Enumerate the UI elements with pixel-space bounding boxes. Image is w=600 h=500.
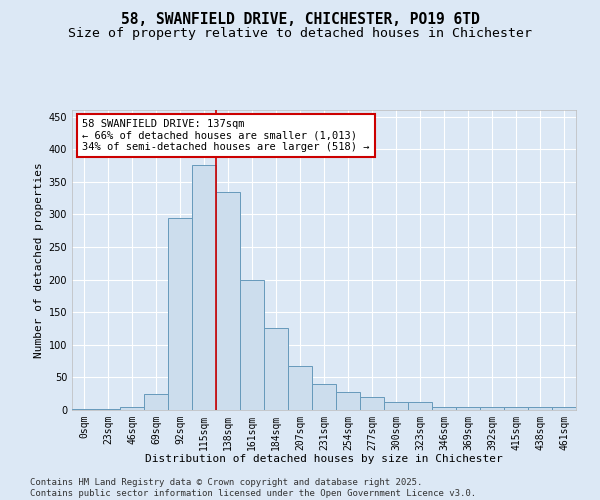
Bar	[288, 366, 312, 410]
Bar	[504, 406, 528, 410]
Text: 58, SWANFIELD DRIVE, CHICHESTER, PO19 6TD: 58, SWANFIELD DRIVE, CHICHESTER, PO19 6T…	[121, 12, 479, 28]
Bar	[384, 402, 408, 410]
Bar	[216, 192, 240, 410]
Text: Size of property relative to detached houses in Chichester: Size of property relative to detached ho…	[68, 28, 532, 40]
X-axis label: Distribution of detached houses by size in Chichester: Distribution of detached houses by size …	[145, 454, 503, 464]
Bar	[408, 402, 432, 410]
Bar	[360, 397, 384, 410]
Bar	[96, 408, 120, 410]
Bar	[264, 328, 288, 410]
Bar	[336, 392, 360, 410]
Y-axis label: Number of detached properties: Number of detached properties	[34, 162, 44, 358]
Bar	[72, 408, 96, 410]
Bar	[120, 406, 144, 410]
Text: 58 SWANFIELD DRIVE: 137sqm
← 66% of detached houses are smaller (1,013)
34% of s: 58 SWANFIELD DRIVE: 137sqm ← 66% of deta…	[82, 119, 370, 152]
Bar	[312, 384, 336, 410]
Bar	[192, 166, 216, 410]
Bar	[432, 406, 456, 410]
Bar	[168, 218, 192, 410]
Bar	[528, 406, 552, 410]
Bar	[240, 280, 264, 410]
Text: Contains HM Land Registry data © Crown copyright and database right 2025.
Contai: Contains HM Land Registry data © Crown c…	[30, 478, 476, 498]
Bar	[144, 394, 168, 410]
Bar	[480, 406, 504, 410]
Bar	[552, 406, 576, 410]
Bar	[456, 406, 480, 410]
